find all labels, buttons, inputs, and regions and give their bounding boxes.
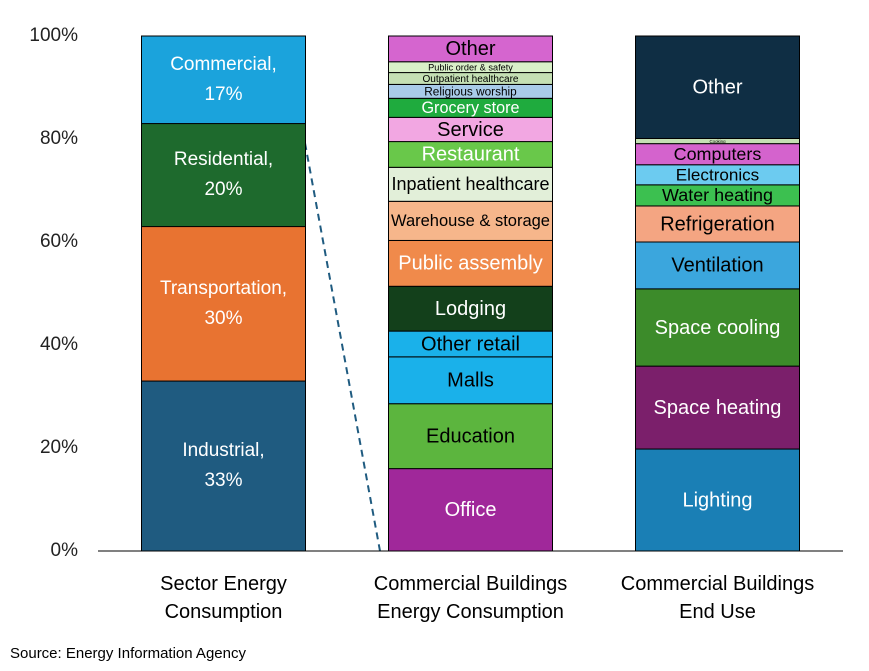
segment-label: Cooking [710,139,727,144]
x-tick-label: Commercial Buildings End Use [620,573,815,623]
y-tick-label: 80% [40,128,78,149]
y-tick-label: 20% [40,437,78,458]
segment-label: Industrial, [182,440,264,461]
segment-label: Lodging [435,298,506,320]
bar-segment [635,288,800,367]
y-tick-label: 100% [29,25,78,46]
connector-line [304,142,381,552]
bar-segment [388,141,553,168]
segment-label: Lighting [682,489,752,511]
bar-segment [141,123,306,228]
bar-segment [388,403,553,470]
bar-segment [388,285,553,332]
x-tick-label: Commercial Buildings Energy Consumption [373,573,568,623]
segment-value-label: 20% [204,179,242,200]
segment-label: Other retail [421,333,520,355]
segment-label: Space cooling [655,317,781,339]
segment-label: Malls [447,370,494,392]
segment-label: Commercial, [170,54,277,75]
bar-segment [388,200,553,241]
y-tick-label: 0% [51,540,79,561]
segment-label: Other [692,77,742,99]
bar-segment [141,380,306,552]
bar-segment [388,116,553,143]
segment-label: Public order & safety [428,63,513,73]
bar-segment [141,35,306,125]
segment-label: Refrigeration [660,213,775,235]
segment-label: Restaurant [422,144,520,166]
source-note: Source: Energy Information Agency [10,645,246,662]
segment-label: Public assembly [398,253,543,275]
segment-value-label: 33% [204,470,242,491]
segment-label: Transportation, [160,278,287,299]
segment-label: Warehouse & storage [391,212,550,230]
bar-segment [635,365,800,450]
bar-segment [635,448,800,552]
segment-label: Education [426,425,515,447]
bar-segment [388,330,553,358]
segment-label: Office [445,499,497,521]
segment-label: Grocery store [421,99,519,117]
bar-segment [635,205,800,243]
segment-value-label: 30% [204,308,242,329]
segment-label: Religious worship [424,84,517,98]
bar-segment [141,226,306,382]
y-tick-label: 60% [40,231,78,252]
segment-label: Service [437,119,504,141]
segment-label: Space heating [654,397,782,419]
segment-label: Other [445,38,495,60]
segment-label: Computers [674,144,762,164]
bar-segment [388,35,553,63]
segment-label: Inpatient healthcare [391,174,549,194]
segment-label: Electronics [676,165,759,184]
segment-label: Ventilation [671,255,763,277]
bar-segment [388,239,553,287]
x-tick-label: Sector Energy Consumption [160,573,287,623]
segment-label: Water heating [662,185,773,205]
y-tick-label: 40% [40,334,78,355]
segment-value-label: 17% [204,84,242,105]
bar-segment [635,35,800,139]
segment-label: Outpatient healthcare [422,74,518,85]
bar-segment [388,166,553,202]
bar-segment [388,356,553,405]
segment-label: Residential, [174,149,273,170]
